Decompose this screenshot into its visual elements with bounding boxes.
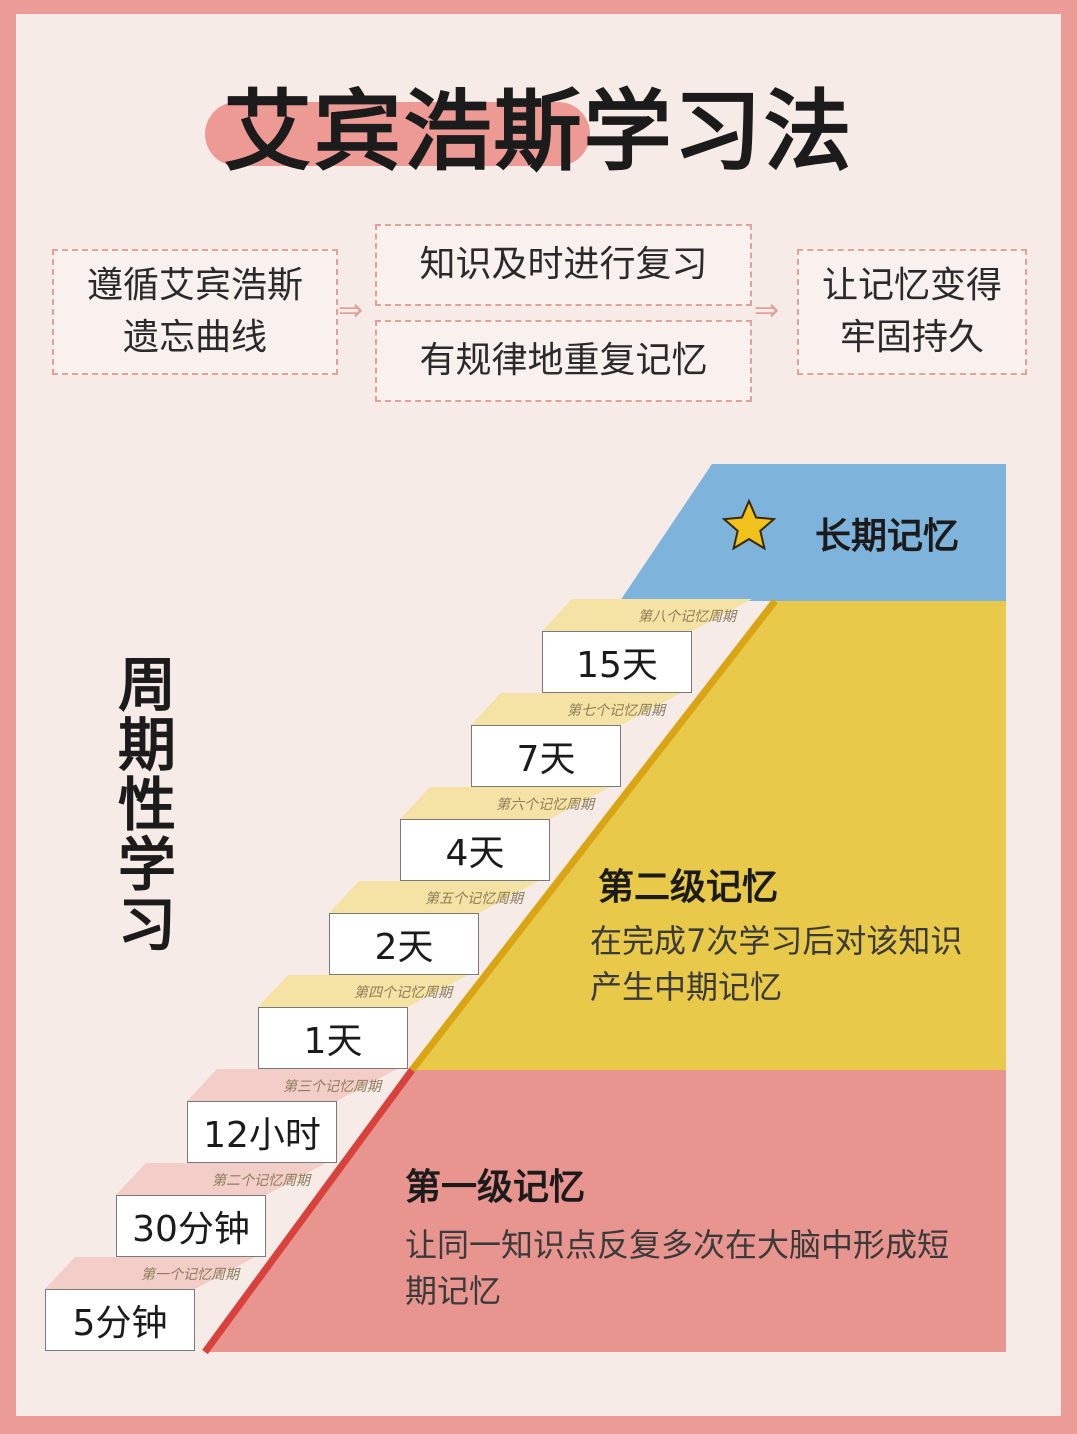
page-title: 艾宾浩斯学习法	[223, 80, 854, 183]
flow-box-left: 遵循艾宾浩斯 遗忘曲线	[52, 249, 338, 375]
cycle-label: 第二个记忆周期	[212, 1173, 310, 1189]
long-term-band	[620, 464, 1006, 601]
side-title: 周期性学习	[117, 651, 176, 959]
first-level-band	[205, 1070, 1006, 1352]
step-box: 1天	[258, 1007, 408, 1069]
cycle-label: 第五个记忆周期	[425, 891, 523, 907]
first-level-edge	[202, 1067, 415, 1355]
cycle-label: 第四个记忆周期	[354, 985, 452, 1001]
step-tread	[258, 975, 468, 1007]
second-level-band	[412, 601, 1006, 1070]
step-box: 5分钟	[45, 1289, 195, 1351]
step-box: 4天	[400, 819, 550, 881]
cycle-label: 第三个记忆周期	[283, 1079, 381, 1095]
step-tread	[471, 693, 681, 725]
arrow-right-icon: ⇒	[754, 293, 780, 328]
step-tread	[400, 787, 610, 819]
cycle-label: 第一个记忆周期	[141, 1267, 239, 1283]
step-box: 30分钟	[116, 1195, 266, 1257]
step-tread	[329, 881, 539, 913]
step-tread	[116, 1163, 326, 1195]
second-level-edge	[409, 598, 778, 1073]
title-area: 艾宾浩斯学习法	[0, 72, 1077, 192]
cycle-label: 第八个记忆周期	[638, 609, 736, 625]
second-level-title: 第二级记忆	[598, 867, 779, 908]
step-tread	[187, 1069, 397, 1101]
long-term-title: 长期记忆	[815, 516, 960, 557]
step-tread	[542, 599, 752, 631]
step-tread	[45, 1257, 255, 1289]
cycle-label: 第六个记忆周期	[496, 797, 594, 813]
step-box: 12小时	[187, 1101, 337, 1163]
second-level-desc: 在完成7次学习后对该知识产生中期记忆	[590, 922, 963, 1006]
step-box: 15天	[542, 631, 692, 693]
flow-box-right: 让记忆变得 牢固持久	[797, 249, 1027, 375]
cycle-label: 第七个记忆周期	[567, 703, 665, 719]
title-highlight	[205, 102, 590, 166]
first-level-title: 第一级记忆	[405, 1167, 586, 1208]
step-box: 7天	[471, 725, 621, 787]
arrow-right-icon: ⇒	[338, 293, 364, 328]
flow-box-middle-top: 知识及时进行复习	[375, 224, 752, 306]
step-box: 2天	[329, 913, 479, 975]
star-icon	[721, 498, 777, 551]
first-level-desc: 让同一知识点反复多次在大脑中形成短期记忆	[405, 1226, 950, 1310]
flow-box-middle-bottom: 有规律地重复记忆	[375, 320, 752, 402]
